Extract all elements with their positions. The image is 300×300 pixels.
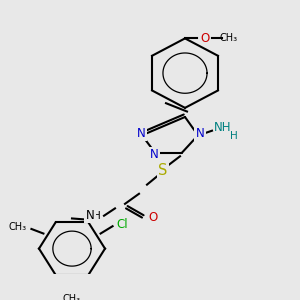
Text: N: N xyxy=(150,148,158,161)
Text: Cl: Cl xyxy=(117,218,128,231)
Text: N: N xyxy=(85,209,94,222)
Text: S: S xyxy=(158,164,168,178)
Text: H: H xyxy=(230,131,238,141)
Text: O: O xyxy=(200,32,210,45)
Text: N: N xyxy=(196,127,204,140)
Text: CH₃: CH₃ xyxy=(8,222,26,232)
Text: H: H xyxy=(93,211,101,221)
Text: CH₃: CH₃ xyxy=(63,294,81,300)
Text: NH: NH xyxy=(214,122,232,134)
Text: O: O xyxy=(148,211,158,224)
Text: N: N xyxy=(136,127,146,140)
Text: CH₃: CH₃ xyxy=(220,33,238,43)
